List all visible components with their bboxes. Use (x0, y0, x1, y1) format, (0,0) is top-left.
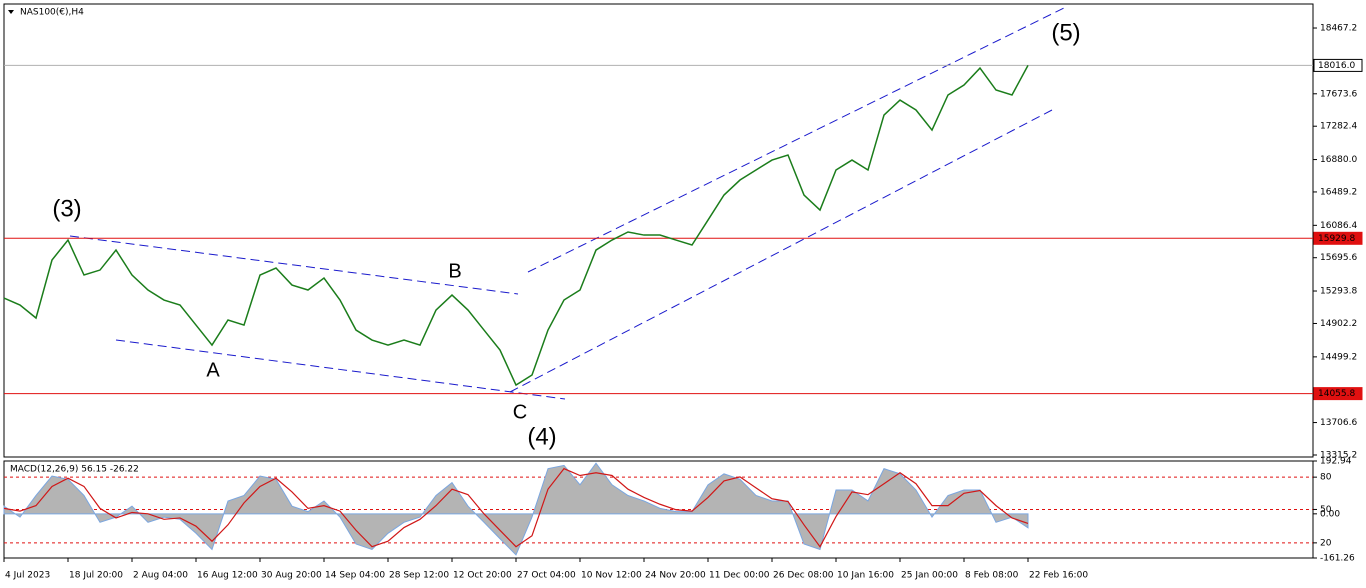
channel-line (115, 339, 566, 400)
y-tick-label: 13706.6 (1320, 418, 1357, 428)
menu-icon[interactable] (8, 10, 14, 14)
y-tick-label: 17282.4 (1320, 122, 1357, 132)
x-tick-label: 30 Aug 20:00 (261, 571, 322, 581)
wave-label: (5) (1051, 19, 1080, 46)
level-label-box (1313, 58, 1363, 72)
y-tick-label: 192.94 (1320, 457, 1352, 467)
x-tick-label: 27 Oct 04:00 (517, 571, 576, 581)
price-panel (3, 3, 1314, 458)
x-tick-label: 14 Sep 04:00 (325, 571, 385, 581)
y-tick-label: 16086.4 (1320, 221, 1357, 231)
x-tick-label: 8 Feb 08:00 (965, 571, 1019, 581)
wave-label: C (513, 401, 527, 423)
channel-line (69, 235, 519, 295)
y-tick-label: 14499.2 (1320, 352, 1357, 362)
x-tick-label: 16 Aug 12:00 (197, 571, 258, 581)
wave-label: (4) (527, 423, 556, 450)
x-tick-label: 4 Jul 2023 (5, 571, 50, 581)
x-tick-label: 2 Aug 04:00 (133, 571, 188, 581)
wave-label: A (206, 359, 220, 381)
y-tick-label: 16880.0 (1320, 155, 1357, 165)
wave-label: B (448, 260, 461, 282)
x-tick-label: 24 Nov 20:00 (645, 571, 706, 581)
y-tick-label: -161.26 (1320, 554, 1355, 564)
x-tick-label: 10 Nov 12:00 (581, 571, 642, 581)
y-tick-label: 50 (1320, 505, 1332, 515)
y-tick-label: 13315.2 (1320, 450, 1357, 460)
wave-label: (3) (52, 195, 81, 222)
y-tick-label: 14902.2 (1320, 319, 1357, 329)
channel-line (527, 5, 1069, 273)
x-tick-label: 26 Dec 08:00 (773, 571, 834, 581)
price-line (3, 65, 1029, 387)
x-tick-label: 10 Jan 16:00 (837, 571, 894, 581)
level-label-box (1313, 231, 1363, 245)
level-label: 15929.8 (1318, 234, 1355, 244)
signal-line (3, 467, 1029, 548)
level-label-box (1313, 387, 1363, 401)
y-tick-label: 15293.8 (1320, 287, 1357, 297)
x-tick-label: 18 Jul 20:00 (69, 571, 123, 581)
y-tick-label: 16489.2 (1320, 187, 1357, 197)
x-tick-label: 11 Dec 00:00 (709, 571, 770, 581)
channel-line (509, 109, 1053, 393)
y-tick-label: 18467.2 (1320, 24, 1357, 34)
level-label: 14055.8 (1318, 389, 1355, 399)
y-tick-label: 20 (1320, 538, 1332, 548)
y-tick-label: 17673.6 (1320, 89, 1357, 99)
x-tick-label: 12 Oct 20:00 (453, 571, 512, 581)
y-tick-label: 80 (1320, 473, 1332, 483)
macd-title: MACD(12,26,9) 56.15 -26.22 (10, 465, 139, 475)
chart-title: NAS100(€),H4 (20, 8, 84, 18)
x-tick-label: 25 Jan 00:00 (901, 571, 958, 581)
x-tick-label: 28 Sep 12:00 (389, 571, 449, 581)
x-tick-label: 22 Feb 16:00 (1029, 571, 1088, 581)
channels (69, 5, 1069, 400)
y-tick-label: 0.00 (1320, 509, 1340, 519)
y-tick-label: 15695.6 (1320, 253, 1357, 263)
level-label: 18016.0 (1318, 61, 1355, 71)
